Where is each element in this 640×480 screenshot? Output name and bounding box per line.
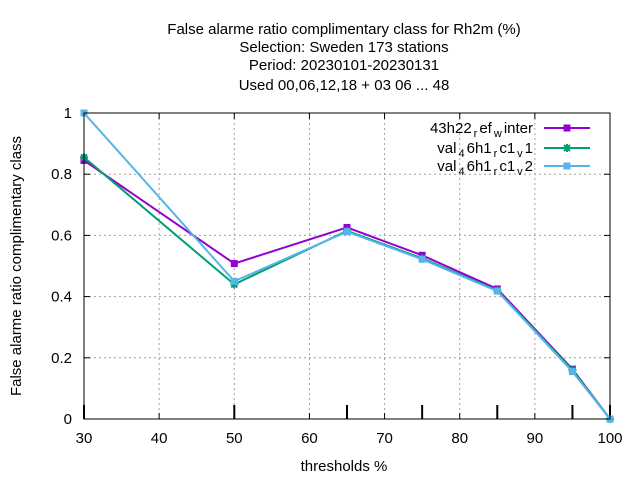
series-1 bbox=[80, 156, 614, 423]
series-2 bbox=[80, 153, 614, 423]
legend-label-1: 43h22 r ef w inter bbox=[430, 120, 533, 140]
series-group bbox=[80, 109, 614, 423]
series-line-1 bbox=[83, 159, 611, 420]
legend-label-3: val 4 6h1 r c1 v 2 bbox=[437, 158, 533, 178]
y-tick-label: 0.8 bbox=[51, 166, 72, 183]
data-point bbox=[568, 368, 576, 376]
x-tick-label: 60 bbox=[301, 430, 318, 447]
y-axis-ticks: 0 0.2 0.4 0.6 0.8 1 bbox=[51, 105, 610, 428]
legend-marker-1 bbox=[563, 124, 571, 132]
title-line-4: Used 00,06,12,18 + 03 06 ... 48 bbox=[239, 77, 450, 94]
x-axis-ticks: 30 40 50 60 70 80 90 100 bbox=[76, 113, 623, 447]
title-line-3: Period: 20230101-20230131 bbox=[249, 57, 439, 74]
x-tick-label: 100 bbox=[597, 430, 622, 447]
title-line-1: False alarme ratio complimentary class f… bbox=[167, 21, 520, 38]
legend-marker-2 bbox=[563, 144, 571, 152]
y-tick-label: 0.6 bbox=[51, 227, 72, 244]
x-tick-label: 40 bbox=[151, 430, 168, 447]
legend-marker-3 bbox=[563, 162, 571, 170]
data-point bbox=[230, 260, 238, 268]
y-tick-label: 0 bbox=[64, 411, 72, 428]
data-point bbox=[343, 228, 351, 236]
y-tick-label: 0.4 bbox=[51, 289, 72, 306]
legend-label-2: val 4 6h1 r c1 v 1 bbox=[437, 140, 533, 160]
x-tick-label: 70 bbox=[376, 430, 393, 447]
plot-frame bbox=[83, 112, 611, 420]
series-line-2 bbox=[83, 156, 611, 420]
x-tick-label: 50 bbox=[226, 430, 243, 447]
y-tick-label: 0.2 bbox=[51, 350, 72, 367]
x-tick-label: 80 bbox=[451, 430, 468, 447]
x-axis-label: thresholds % bbox=[301, 458, 388, 475]
y-tick-label: 1 bbox=[64, 105, 72, 122]
series-3 bbox=[80, 109, 614, 423]
title-line-2: Selection: Sweden 173 stations bbox=[239, 39, 448, 56]
data-point bbox=[493, 287, 501, 295]
chart-title: False alarme ratio complimentary class f… bbox=[167, 21, 520, 94]
grid bbox=[84, 113, 610, 419]
x-tick-label: 30 bbox=[76, 430, 93, 447]
data-point bbox=[418, 255, 426, 263]
y-axis-label: False alarme ratio complimentary class bbox=[8, 136, 25, 396]
x-tick-label: 90 bbox=[527, 430, 544, 447]
data-point bbox=[230, 277, 238, 285]
